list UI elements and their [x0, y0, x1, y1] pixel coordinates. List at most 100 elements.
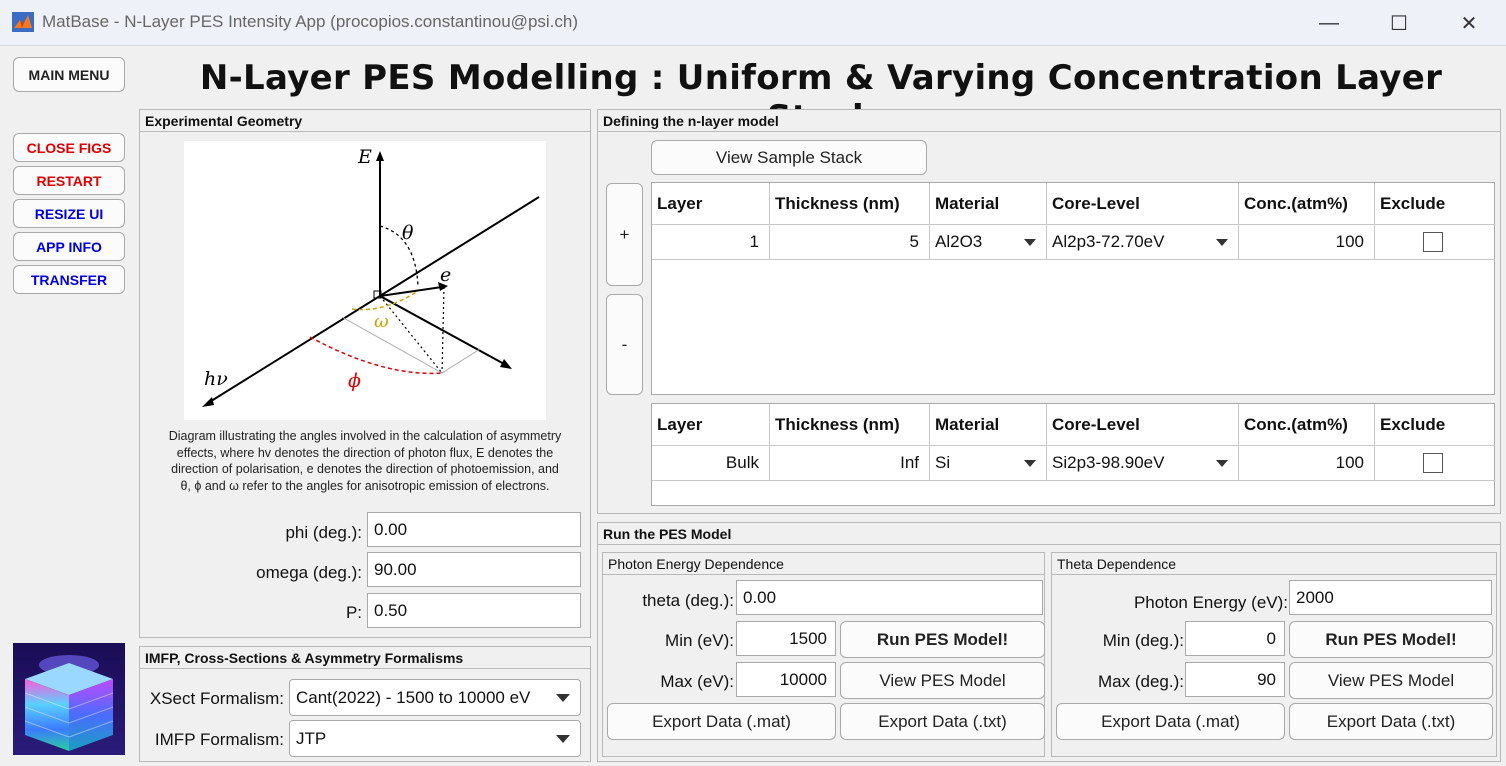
material-value: Al2O3 — [935, 232, 983, 251]
theta-input[interactable]: 0.00 — [736, 580, 1043, 615]
col-header-thickness: Thickness (nm) — [770, 404, 930, 446]
theta-label-text: theta (deg.): — [642, 591, 734, 610]
omega-label: ω — [374, 311, 389, 332]
formalisms-title: IMFP, Cross-Sections & Asymmetry Formali… — [140, 647, 590, 669]
col-header-exclude: Exclude — [1375, 183, 1495, 225]
bulk-table: Layer Thickness (nm) Material Core-Level… — [651, 403, 1495, 506]
bulk-layer-cell[interactable]: Bulk — [652, 446, 770, 481]
imfp-dropdown[interactable]: JTP — [289, 720, 581, 757]
min-ev-input[interactable]: 1500 — [736, 621, 836, 656]
exclude-cell — [1375, 225, 1495, 260]
app-logo — [13, 643, 125, 755]
close-figs-button[interactable]: CLOSE FIGS — [13, 133, 125, 162]
max-ev-label: Max (eV): — [660, 672, 734, 691]
min-ev-label: Min (eV): — [665, 631, 734, 650]
chevron-down-icon — [556, 693, 570, 702]
col-header-conc: Conc.(atm%) — [1239, 404, 1375, 446]
imfp-value: JTP — [296, 728, 327, 748]
bulk-exclude-cell — [1375, 446, 1495, 481]
bulk-material-cell[interactable]: Si — [930, 446, 1047, 481]
chevron-down-icon — [1216, 460, 1228, 467]
run-pes-model-button[interactable]: Run PES Model! — [840, 621, 1045, 658]
view-sample-stack-button[interactable]: View Sample Stack — [651, 140, 927, 175]
caption-line: effects, where hv denotes the direction … — [176, 445, 554, 460]
layer-cell[interactable]: 1 — [652, 225, 770, 260]
chevron-down-icon — [1216, 239, 1228, 246]
export-mat-button[interactable]: Export Data (.mat) — [1056, 703, 1285, 740]
exclude-checkbox[interactable] — [1423, 453, 1443, 473]
resize-ui-button[interactable]: RESIZE UI — [13, 199, 125, 228]
phi-label: ϕ — [348, 370, 361, 392]
close-window-button[interactable]: ✕ — [1460, 12, 1478, 35]
caption-line: direction of polarisation, e denotes the… — [171, 462, 559, 476]
min-deg-input[interactable]: 0 — [1185, 621, 1285, 656]
p-label-text: P: — [345, 603, 362, 622]
omega-input[interactable]: 90.00 — [367, 552, 581, 587]
diagram-caption: Diagram illustrating the angles involved… — [144, 428, 586, 494]
view-pes-model-button[interactable]: View PES Model — [1289, 662, 1493, 699]
omega-label-text: omega (deg.): — [256, 563, 362, 582]
core-level-value: Si2p3-98.90eV — [1052, 453, 1165, 472]
remove-layer-button[interactable]: - — [606, 294, 643, 395]
matlab-icon — [12, 12, 34, 32]
min-deg-label: Min (deg.): — [1102, 631, 1184, 650]
window-title: MatBase - N-Layer PES Intensity App (pro… — [42, 12, 579, 31]
col-header-conc: Conc.(atm%) — [1239, 183, 1375, 225]
export-txt-button[interactable]: Export Data (.txt) — [1289, 703, 1493, 740]
restart-button[interactable]: RESTART — [13, 166, 125, 195]
caption-line: θ, ϕ and ω refer to the angles for aniso… — [180, 478, 550, 493]
window-titlebar: MatBase - N-Layer PES Intensity App (pro… — [0, 0, 1506, 46]
material-cell[interactable]: Al2O3 — [930, 225, 1047, 260]
xsect-value: Cant(2022) - 1500 to 10000 eV — [296, 687, 531, 707]
conc-cell[interactable]: 100 — [1239, 225, 1375, 260]
run-pes-model-button[interactable]: Run PES Model! — [1289, 621, 1493, 658]
run-model-title: Run the PES Model — [598, 523, 1500, 545]
export-txt-button[interactable]: Export Data (.txt) — [840, 703, 1045, 740]
col-header-thickness: Thickness (nm) — [770, 183, 930, 225]
col-header-core-level: Core-Level — [1047, 404, 1239, 446]
max-deg-label: Max (deg.): — [1098, 672, 1184, 691]
app-info-button[interactable]: APP INFO — [13, 232, 125, 261]
e-axis-label: E — [357, 146, 372, 168]
run-model-panel: Run the PES Model Photon Energy Dependen… — [597, 522, 1501, 762]
experimental-geometry-title: Experimental Geometry — [140, 110, 590, 132]
main-menu-button[interactable]: MAIN MENU — [13, 57, 125, 92]
add-layer-button[interactable]: + — [606, 183, 643, 286]
bulk-core-level-cell[interactable]: Si2p3-98.90eV — [1047, 446, 1239, 481]
thickness-cell[interactable]: 5 — [770, 225, 930, 260]
core-level-cell[interactable]: Al2p3-72.70eV — [1047, 225, 1239, 260]
col-header-exclude: Exclude — [1375, 404, 1495, 446]
layer-model-panel: Defining the n-layer model View Sample S… — [597, 109, 1501, 514]
col-header-core-level: Core-Level — [1047, 183, 1239, 225]
theta-dependence-subpanel: Theta Dependence Photon Energy (eV): 200… — [1051, 552, 1497, 757]
p-input[interactable]: 0.50 — [367, 593, 581, 628]
max-ev-input[interactable]: 10000 — [736, 662, 836, 697]
chevron-down-icon — [1024, 460, 1036, 467]
bulk-thickness-cell[interactable]: Inf — [770, 446, 930, 481]
col-header-material: Material — [930, 404, 1047, 446]
e-vector-label: e — [440, 264, 451, 286]
photon-energy-input[interactable]: 2000 — [1289, 580, 1492, 615]
xsect-dropdown[interactable]: Cant(2022) - 1500 to 10000 eV — [289, 679, 581, 716]
photon-energy-label: Photon Energy (eV): — [1133, 593, 1288, 612]
view-pes-model-button[interactable]: View PES Model — [840, 662, 1045, 699]
hv-label: hν — [204, 368, 228, 390]
phi-input[interactable]: 0.00 — [367, 512, 581, 547]
transfer-button[interactable]: TRANSFER — [13, 265, 125, 294]
xsect-label: XSect Formalism: — [149, 689, 284, 708]
max-deg-input[interactable]: 90 — [1185, 662, 1285, 697]
layer-model-title: Defining the n-layer model — [598, 110, 1500, 132]
caption-line: Diagram illustrating the angles involved… — [168, 429, 562, 443]
theta-dependence-title: Theta Dependence — [1052, 553, 1496, 575]
photon-energy-subpanel: Photon Energy Dependence theta (deg.): 0… — [602, 552, 1045, 757]
bulk-conc-cell[interactable]: 100 — [1239, 446, 1375, 481]
export-mat-button[interactable]: Export Data (.mat) — [607, 703, 836, 740]
formalisms-panel: IMFP, Cross-Sections & Asymmetry Formali… — [139, 646, 591, 762]
geometry-diagram: E θ e ω hν ϕ — [184, 141, 546, 420]
exclude-checkbox[interactable] — [1423, 232, 1443, 252]
material-value: Si — [935, 453, 951, 472]
minimize-button[interactable]: — — [1319, 11, 1339, 34]
phi-label-text: phi (deg.): — [285, 523, 362, 542]
maximize-button[interactable]: ☐ — [1390, 12, 1408, 35]
chevron-down-icon — [1024, 239, 1036, 246]
